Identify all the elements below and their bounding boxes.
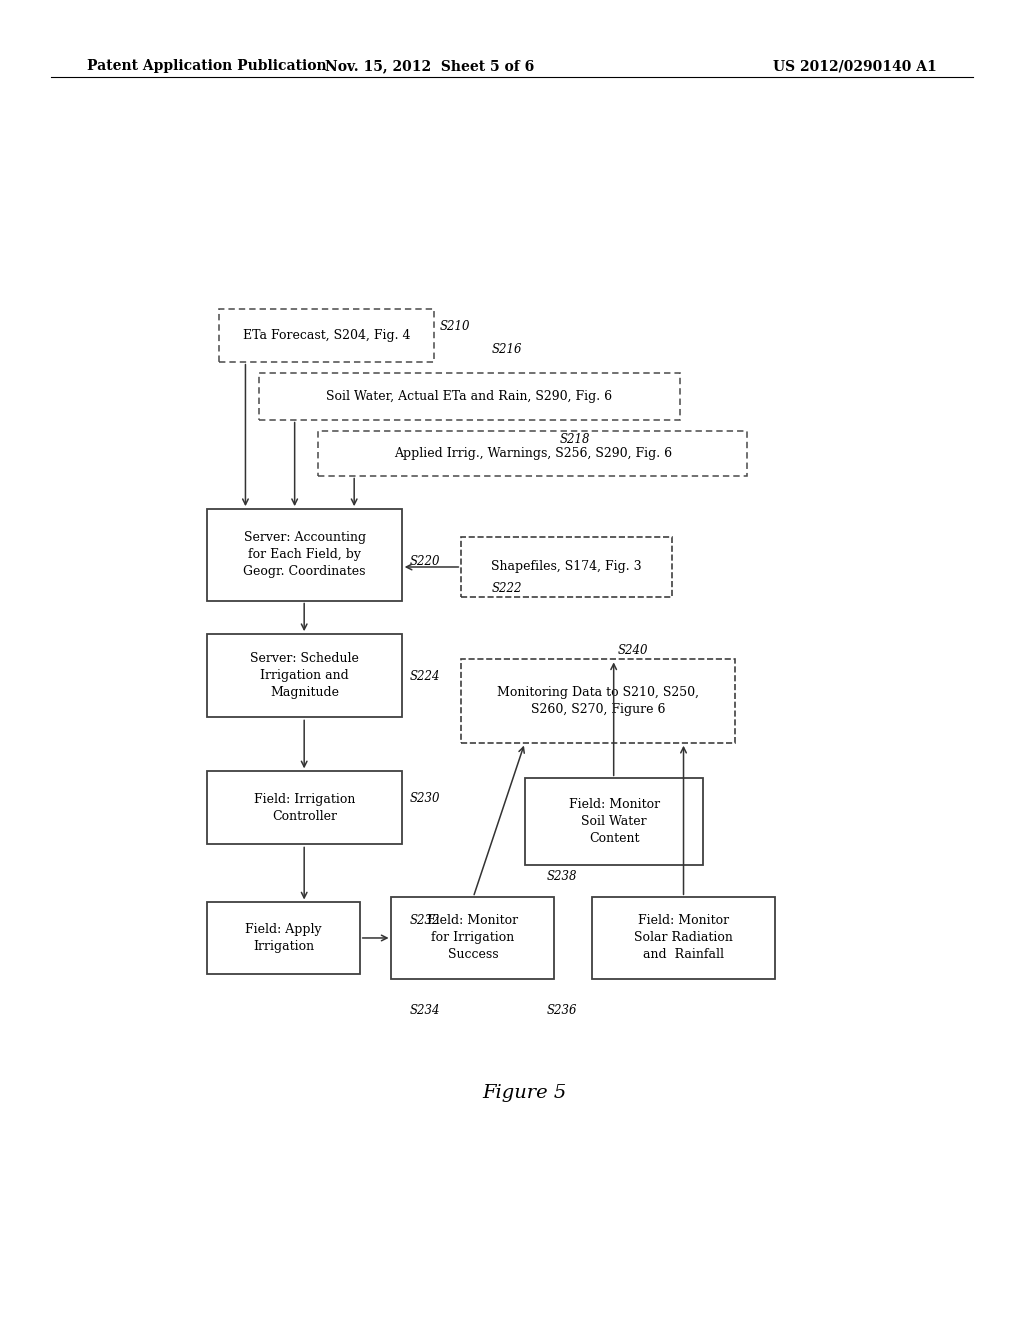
Text: Server: Schedule
Irrigation and
Magnitude: Server: Schedule Irrigation and Magnitud… xyxy=(250,652,359,700)
Text: Shapefiles, S174, Fig. 3: Shapefiles, S174, Fig. 3 xyxy=(492,561,642,573)
Text: Field: Apply
Irrigation: Field: Apply Irrigation xyxy=(245,923,322,953)
Text: S238: S238 xyxy=(546,870,577,883)
Text: S220: S220 xyxy=(410,556,440,569)
Text: S230: S230 xyxy=(410,792,440,805)
Text: S218: S218 xyxy=(560,433,590,446)
Text: Patent Application Publication: Patent Application Publication xyxy=(87,59,327,74)
Bar xyxy=(592,898,775,978)
Text: S232: S232 xyxy=(410,915,440,927)
Text: S216: S216 xyxy=(492,343,522,356)
Bar xyxy=(391,898,554,978)
Text: S222: S222 xyxy=(492,582,522,595)
Text: Server: Accounting
for Each Field, by
Geogr. Coordinates: Server: Accounting for Each Field, by Ge… xyxy=(244,531,366,578)
Bar xyxy=(461,660,735,743)
Text: S234: S234 xyxy=(410,1003,440,1016)
Text: S210: S210 xyxy=(440,319,470,333)
Text: Monitoring Data to S210, S250,
S260, S270, Figure 6: Monitoring Data to S210, S250, S260, S27… xyxy=(498,686,699,717)
Text: S224: S224 xyxy=(410,671,440,684)
Text: US 2012/0290140 A1: US 2012/0290140 A1 xyxy=(773,59,937,74)
Text: S240: S240 xyxy=(617,644,648,657)
Bar xyxy=(318,430,748,475)
Text: Soil Water, Actual ETa and Rain, S290, Fig. 6: Soil Water, Actual ETa and Rain, S290, F… xyxy=(327,389,612,403)
Bar xyxy=(207,771,401,845)
Bar xyxy=(259,372,680,420)
Text: Figure 5: Figure 5 xyxy=(482,1085,567,1102)
Text: Field: Monitor
Solar Radiation
and  Rainfall: Field: Monitor Solar Radiation and Rainf… xyxy=(634,915,733,961)
Bar xyxy=(461,536,672,598)
Bar xyxy=(219,309,433,362)
Text: Field: Monitor
Soil Water
Content: Field: Monitor Soil Water Content xyxy=(568,799,659,845)
Text: S236: S236 xyxy=(546,1003,577,1016)
Bar xyxy=(524,779,703,865)
Bar xyxy=(207,510,401,601)
Text: Field: Irrigation
Controller: Field: Irrigation Controller xyxy=(254,793,355,822)
Bar xyxy=(207,903,359,974)
Text: ETa Forecast, S204, Fig. 4: ETa Forecast, S204, Fig. 4 xyxy=(243,329,411,342)
Text: Nov. 15, 2012  Sheet 5 of 6: Nov. 15, 2012 Sheet 5 of 6 xyxy=(326,59,535,74)
Text: Applied Irrig., Warnings, S256, S290, Fig. 6: Applied Irrig., Warnings, S256, S290, Fi… xyxy=(393,446,672,459)
Bar xyxy=(207,634,401,718)
Text: Field: Monitor
for Irrigation
Success: Field: Monitor for Irrigation Success xyxy=(427,915,518,961)
